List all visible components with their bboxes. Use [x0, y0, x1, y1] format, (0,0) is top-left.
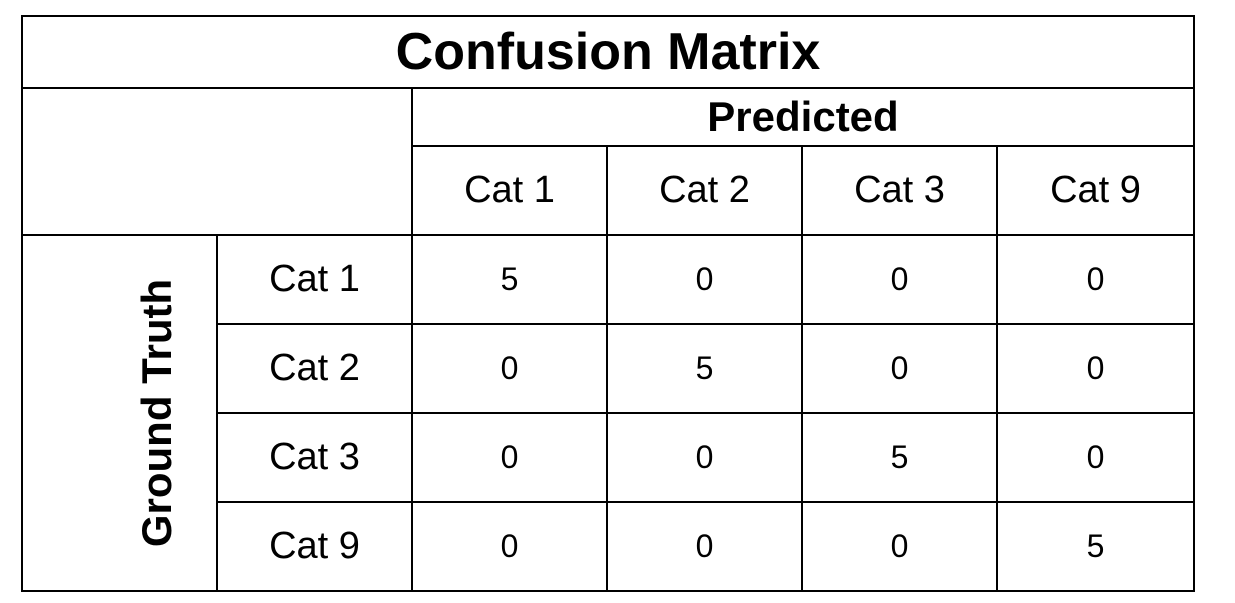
matrix-cell: 5: [411, 234, 608, 325]
matrix-cell: 0: [995, 323, 1196, 414]
matrix-cell: 0: [606, 412, 803, 503]
matrix-row: Cat 2 0 5 0 0: [22, 323, 1196, 414]
row-header: Cat 9: [216, 501, 413, 592]
matrix-cell: 0: [606, 234, 803, 325]
matrix-row: Ground Truth Cat 1 5 0 0 0: [21, 234, 1196, 592]
column-header: Cat 1: [411, 145, 608, 236]
confusion-matrix-table: Confusion Matrix Predicted Cat 1 Cat 2 C…: [20, 15, 1196, 592]
ground-truth-axis-label: Ground Truth: [133, 278, 181, 548]
chart-title: Confusion Matrix: [20, 15, 1196, 89]
matrix-row: Cat 3 0 0 5 0: [22, 412, 1196, 503]
column-header: Cat 2: [606, 145, 803, 236]
row-header: Cat 3: [216, 412, 413, 503]
matrix-cell: 0: [995, 412, 1196, 503]
corner-cell: [21, 87, 413, 236]
matrix-cell: 0: [411, 501, 608, 592]
predicted-axis-label: Predicted: [410, 87, 1196, 147]
matrix-cell: 5: [995, 501, 1196, 592]
matrix-cell: 0: [995, 234, 1196, 325]
column-header: Cat 3: [801, 145, 998, 236]
matrix-cell: 5: [801, 412, 998, 503]
ground-truth-axis-cell: Ground Truth: [21, 234, 218, 592]
matrix-cell: 0: [801, 501, 998, 592]
matrix-row: Cat 9 0 0 0 5: [22, 501, 1196, 592]
matrix-cell: 0: [801, 234, 998, 325]
matrix-cell: 0: [411, 323, 608, 414]
matrix-cell: 0: [411, 412, 608, 503]
row-header: Cat 2: [216, 323, 413, 414]
row-header: Cat 1: [216, 234, 413, 325]
matrix-cell: 0: [801, 323, 998, 414]
column-header: Cat 9: [995, 145, 1196, 236]
matrix-cell: 0: [606, 501, 803, 592]
matrix-cell: 5: [606, 323, 803, 414]
